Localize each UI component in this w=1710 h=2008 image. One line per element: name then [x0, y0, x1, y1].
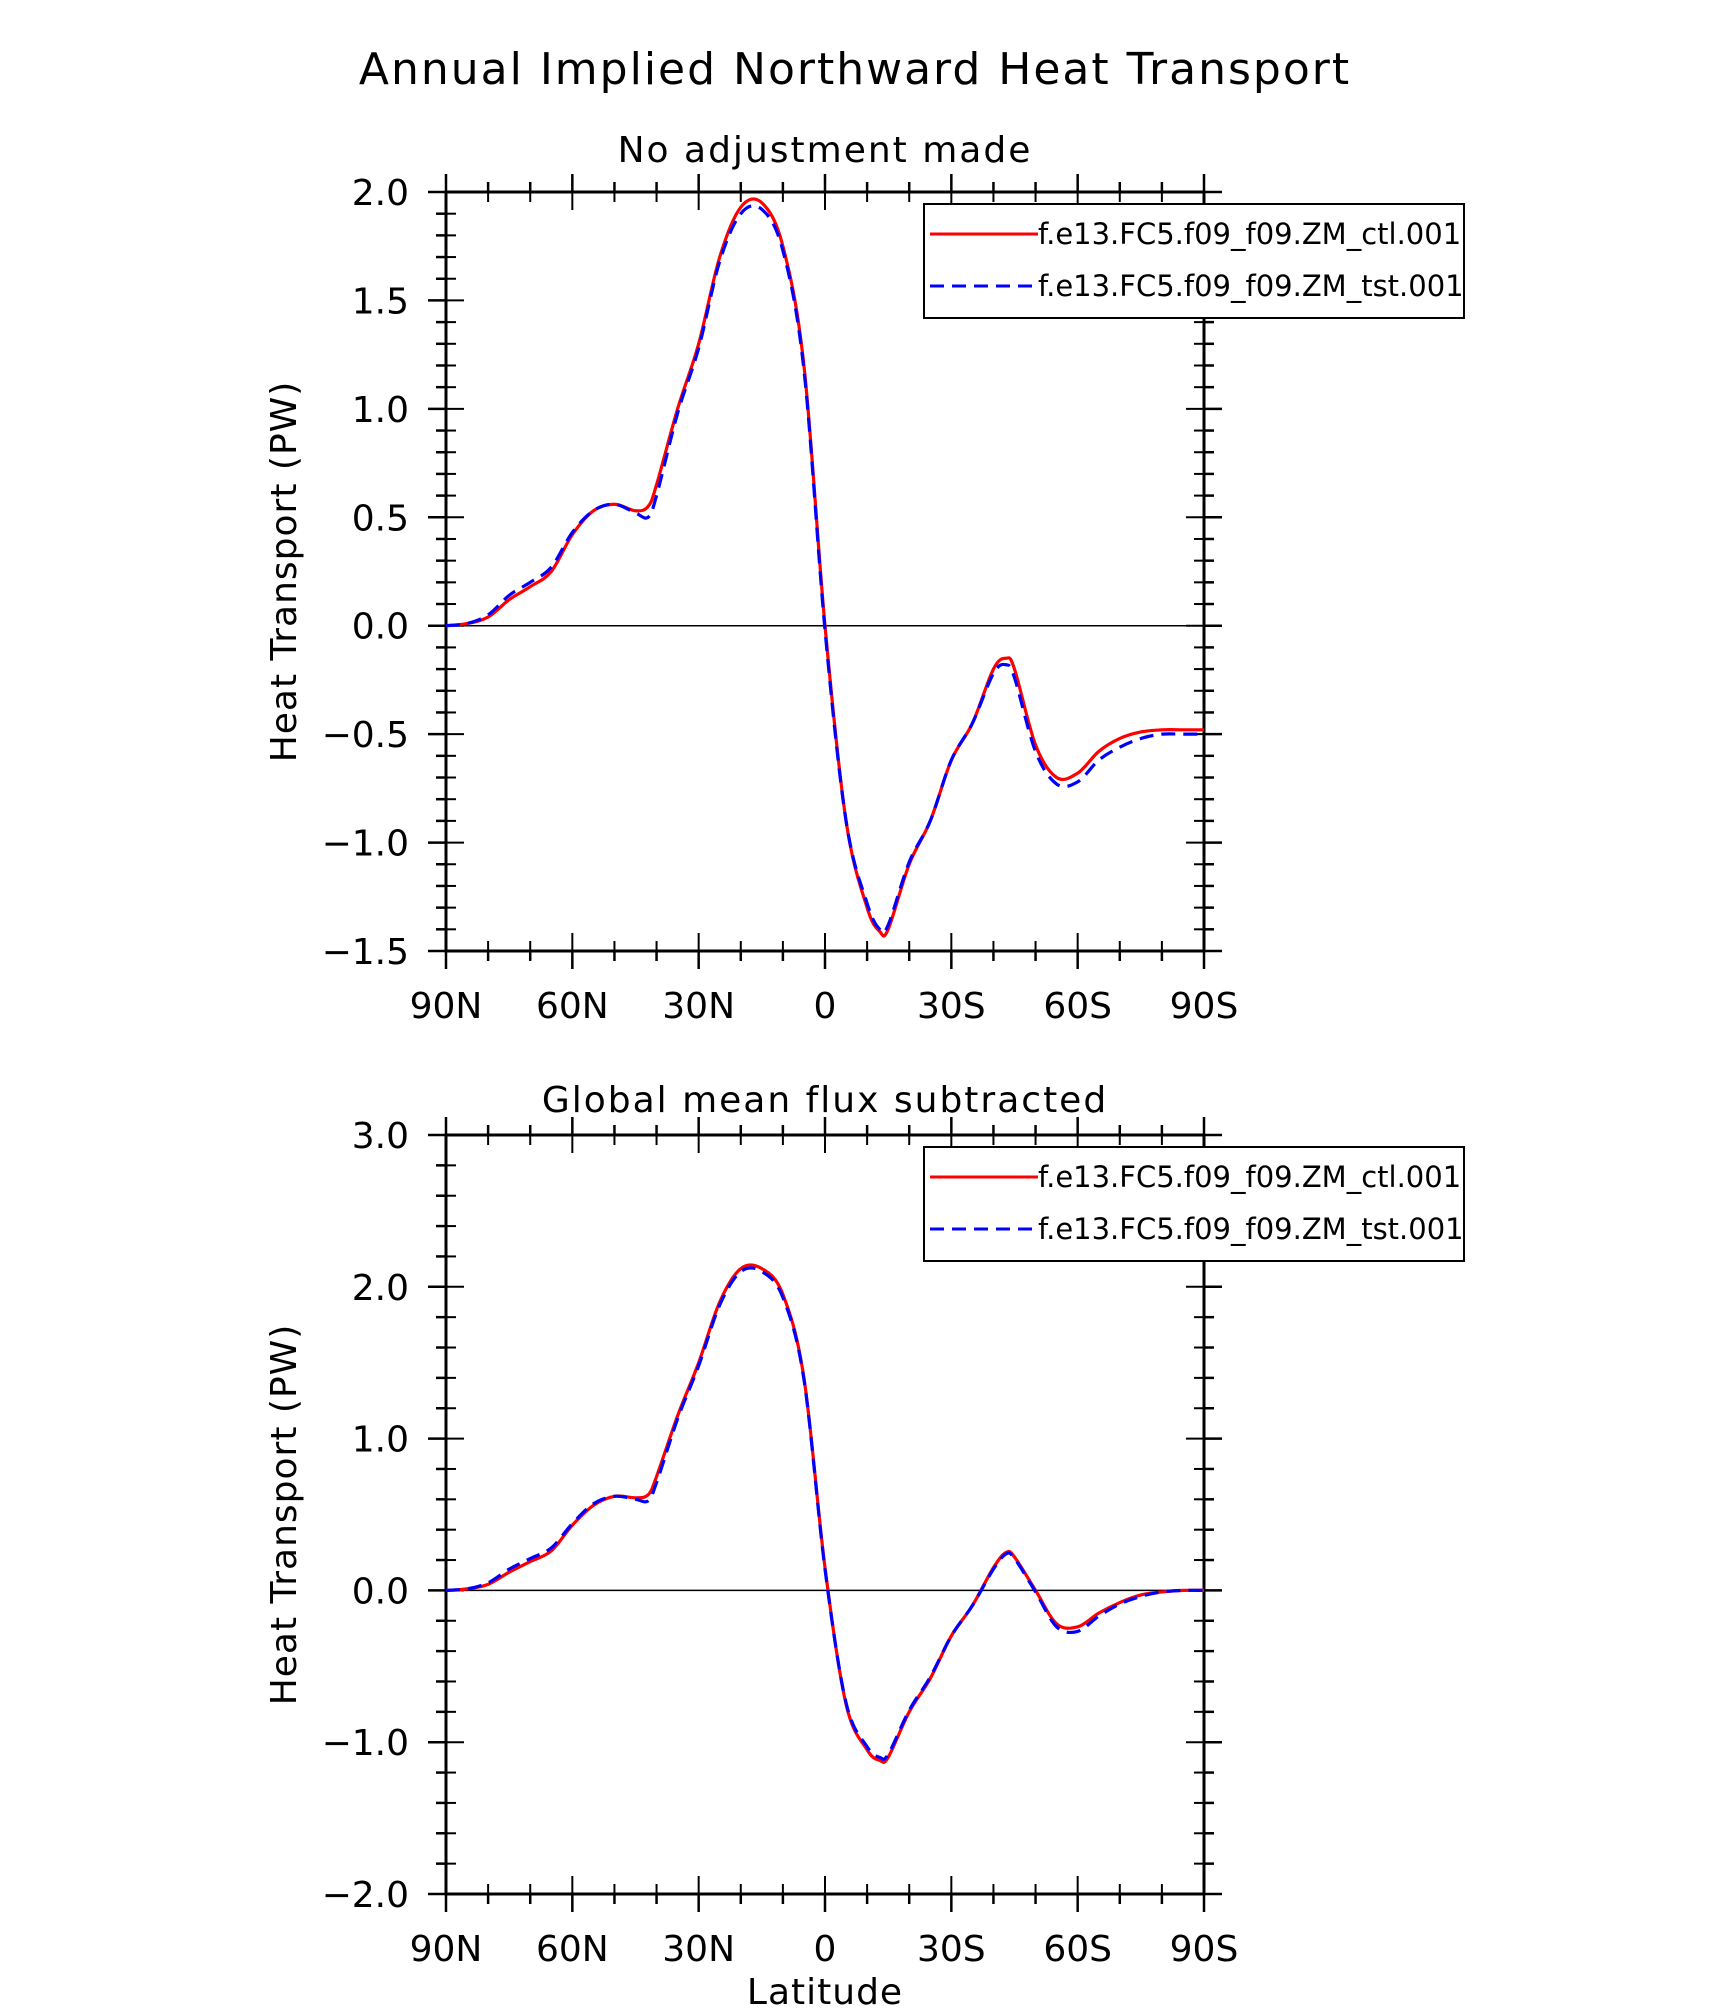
legend-label: f.e13.FC5.f09_f09.ZM_ctl.001: [1038, 217, 1461, 251]
x-tick-label: 30S: [917, 986, 986, 1027]
y-tick-label: −0.5: [322, 715, 409, 756]
legend-label: f.e13.FC5.f09_f09.ZM_tst.001: [1038, 269, 1464, 303]
series-line-tst: [445, 204, 1204, 935]
legend-label: f.e13.FC5.f09_f09.ZM_ctl.001: [1038, 1160, 1461, 1194]
x-tick-label: 90S: [1170, 1929, 1239, 1970]
y-tick-label: −1.0: [322, 824, 409, 865]
x-tick-label: 90S: [1170, 986, 1239, 1027]
y-axis-label: Heat Transport (PW): [264, 1324, 305, 1706]
x-tick-label: 90N: [410, 986, 483, 1027]
x-tick-label: 60N: [536, 986, 609, 1027]
panel-no-adjustment: No adjustment made 90N 60N 30N 0 30S 60S 90S −1.…: [264, 130, 1465, 1027]
y-tick-label: −1.5: [322, 932, 409, 973]
y-tick-label: −1.0: [322, 1723, 409, 1764]
panel-title: No adjustment made: [618, 130, 1033, 171]
y-tick-label: 1.5: [352, 281, 409, 322]
y-axis-label: Heat Transport (PW): [264, 381, 305, 763]
x-tick-label: 90N: [410, 1929, 483, 1970]
y-tick-label: 0.0: [352, 1571, 409, 1612]
x-tick-label: 30N: [662, 1929, 735, 1970]
y-tick-label: 0.0: [352, 607, 409, 648]
legend-box: [923, 203, 1465, 319]
x-axis-label: Latitude: [747, 1972, 903, 2008]
y-tick-label: 3.0: [352, 1116, 409, 1157]
x-tick-label: 30N: [662, 986, 735, 1027]
y-tick-label: 0.5: [352, 498, 409, 539]
legend-box: [923, 1146, 1465, 1262]
series-line-tst: [445, 1266, 1205, 1761]
series-line-ctl: [445, 1263, 1205, 1764]
figure-title: Annual Implied Northward Heat Transport: [359, 44, 1351, 95]
panel-title: Global mean flux subtracted: [542, 1080, 1108, 1121]
x-tick-label: 60S: [1043, 986, 1112, 1027]
x-tick-label: 0: [814, 986, 837, 1027]
x-tick-label: 30S: [917, 1929, 986, 1970]
y-tick-label: 1.0: [352, 390, 409, 431]
panel-global-mean-subtracted: Global mean flux subtracted 90N 60N 30N 0 30S…: [264, 1080, 1465, 2008]
y-tick-label: 2.0: [352, 1268, 409, 1309]
legend-label: f.e13.FC5.f09_f09.ZM_tst.001: [1038, 1212, 1464, 1246]
y-tick-label: 1.0: [352, 1420, 409, 1461]
x-tick-label: 60S: [1043, 1929, 1112, 1970]
x-tick-label: 60N: [536, 1929, 609, 1970]
y-tick-label: 2.0: [352, 173, 409, 214]
x-tick-label: 0: [814, 1929, 837, 1970]
y-tick-label: −2.0: [322, 1875, 409, 1916]
